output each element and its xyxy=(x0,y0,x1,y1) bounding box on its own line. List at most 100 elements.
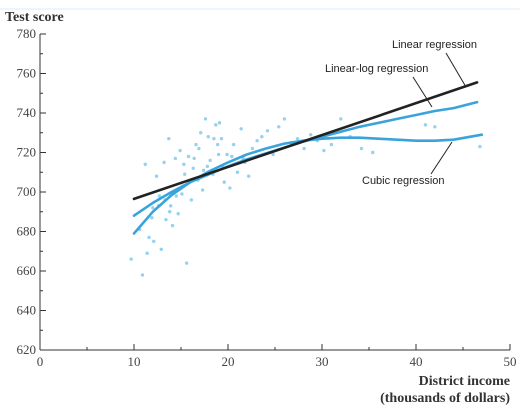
data-point xyxy=(359,146,364,151)
data-point xyxy=(216,152,221,157)
data-point xyxy=(162,160,166,165)
data-point xyxy=(183,172,187,176)
data-point xyxy=(250,146,255,151)
data-point xyxy=(423,123,428,127)
data-point xyxy=(199,131,203,135)
data-point xyxy=(205,164,210,169)
x-tick-label: 20 xyxy=(222,354,235,369)
y-tick-label: 700 xyxy=(17,184,37,199)
y-tick-label: 760 xyxy=(17,66,37,81)
data-point xyxy=(206,135,210,139)
data-point xyxy=(184,261,189,265)
data-point xyxy=(189,198,194,202)
data-point xyxy=(150,215,154,220)
data-point xyxy=(231,142,236,147)
x-axis-title-line2: (thousands of dollars) xyxy=(380,391,510,406)
x-tick-label: 30 xyxy=(316,354,329,369)
data-point xyxy=(239,127,243,131)
data-point xyxy=(182,162,186,167)
data-point xyxy=(215,142,220,147)
y-tick-label: 740 xyxy=(17,105,37,120)
data-point xyxy=(174,194,178,198)
data-point xyxy=(339,117,343,121)
x-tick-label: 40 xyxy=(410,354,423,369)
y-tick-label: 780 xyxy=(17,26,37,41)
data-point xyxy=(371,150,375,155)
linear-log-regression-line xyxy=(132,100,479,217)
data-point xyxy=(217,121,222,125)
data-point xyxy=(322,148,326,153)
data-point xyxy=(260,135,264,139)
y-tick-label: 640 xyxy=(17,303,37,318)
data-point xyxy=(168,210,172,214)
annotation-linear-log-regression: Linear-log regression xyxy=(325,63,428,75)
data-point xyxy=(145,251,149,255)
data-point xyxy=(201,168,206,172)
data-point xyxy=(225,152,229,157)
data-point xyxy=(170,223,175,228)
data-point xyxy=(186,154,191,159)
data-point xyxy=(151,206,155,210)
data-point xyxy=(178,148,182,153)
data-point xyxy=(176,212,180,216)
y-tick-label: 680 xyxy=(17,224,37,239)
data-point xyxy=(180,192,184,196)
data-point xyxy=(302,146,306,151)
data-point xyxy=(164,217,168,222)
annotation-leader-cubic xyxy=(430,141,453,175)
axes xyxy=(39,34,510,351)
data-point xyxy=(277,125,281,129)
x-tick-label: 50 xyxy=(504,354,517,369)
x-tick-label: 0 xyxy=(37,354,44,369)
data-point xyxy=(203,117,208,121)
linear-regression-line xyxy=(132,81,479,201)
data-point xyxy=(197,146,201,151)
data-point xyxy=(194,142,198,147)
data-point xyxy=(295,136,300,141)
data-point xyxy=(152,239,156,244)
data-point xyxy=(230,154,234,159)
data-point xyxy=(222,180,226,184)
data-point xyxy=(140,273,145,277)
regression-lines xyxy=(132,81,484,235)
y-tick-label: 620 xyxy=(17,342,37,357)
data-point xyxy=(214,123,218,127)
x-tick-label: 10 xyxy=(128,354,141,369)
data-point xyxy=(212,136,216,141)
data-point xyxy=(168,204,173,208)
annotations: Linear regression Linear-log regression … xyxy=(325,39,477,187)
data-point xyxy=(309,133,313,137)
data-point xyxy=(157,194,162,198)
data-point xyxy=(255,138,259,143)
data-point xyxy=(154,174,159,178)
data-point xyxy=(167,136,171,141)
data-point xyxy=(433,125,437,129)
data-point xyxy=(143,162,147,167)
y-tick-label: 660 xyxy=(17,263,37,278)
y-tick-label: 720 xyxy=(17,145,37,160)
data-point xyxy=(159,247,163,251)
data-point xyxy=(271,152,275,157)
annotation-cubic-regression: Cubic regression xyxy=(362,175,445,187)
data-point xyxy=(235,170,240,174)
x-axis-title-line1: District income xyxy=(419,374,510,389)
data-point xyxy=(219,136,224,141)
data-point xyxy=(200,188,205,192)
data-point xyxy=(228,186,232,190)
annotation-leader-linear xyxy=(445,52,467,88)
annotation-leader-linear-log xyxy=(412,76,433,108)
data-point xyxy=(246,174,251,178)
data-point xyxy=(129,257,133,261)
data-point xyxy=(173,156,178,161)
data-point xyxy=(147,235,151,240)
data-point xyxy=(329,142,334,147)
data-point xyxy=(191,166,195,170)
data-point xyxy=(208,158,212,163)
tick-labels: 620 640 660 680 700 720 740 760 780 0 10 20 30 40 50 xyxy=(17,26,517,369)
data-point xyxy=(478,144,482,149)
annotation-linear-regression: Linear regression xyxy=(392,39,477,51)
ticks xyxy=(39,33,511,351)
y-axis-title: Test score xyxy=(5,10,64,25)
data-point xyxy=(192,156,196,161)
